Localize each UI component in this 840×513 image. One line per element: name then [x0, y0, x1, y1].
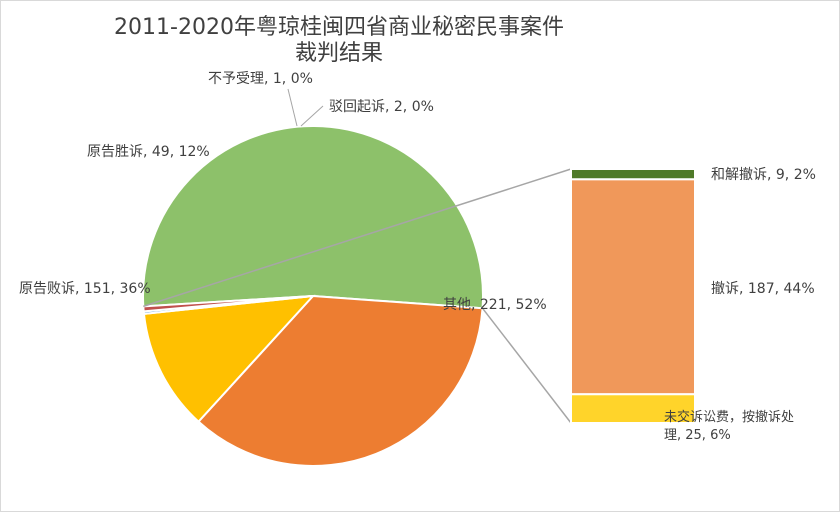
label-plaintiff-lost: 原告败诉, 151, 36%	[19, 281, 151, 297]
bar-segment-unpaid-fee	[570, 393, 696, 424]
label-dismissed: 驳回起诉, 2, 0%	[329, 99, 434, 115]
label-withdrawn: 撤诉, 187, 44%	[711, 281, 815, 297]
chart-title-line2: 裁判结果	[295, 41, 383, 66]
label-plaintiff-won: 原告胜诉, 49, 12%	[87, 144, 210, 160]
pie-slice-other	[142, 125, 484, 310]
label-settled: 和解撤诉, 9, 2%	[711, 167, 816, 183]
label-not-accepted: 不予受理, 1, 0%	[208, 71, 313, 87]
pie-slice-plaintiff-won	[142, 294, 316, 424]
connector-bottom	[481, 307, 572, 424]
label-unpaid-fee-line2: 理, 25, 6%	[664, 428, 731, 443]
pie-slice-plaintiff-lost	[197, 294, 484, 467]
label-unpaid-fee-line1: 未交诉讼费，按撤诉处	[664, 409, 794, 425]
label-other: 其他, 221, 52%	[443, 297, 547, 313]
connector-top	[143, 168, 572, 308]
leader-line-not-accepted	[287, 88, 298, 127]
bar-segment-withdrawn	[570, 178, 696, 396]
chart-title-line1: 2011-2020年粤琼桂闽四省商业秘密民事案件	[114, 15, 564, 40]
bar-segment-settled	[570, 168, 696, 181]
pie-slice-dismissed	[142, 295, 314, 313]
leader-line-dismissed	[300, 105, 324, 127]
